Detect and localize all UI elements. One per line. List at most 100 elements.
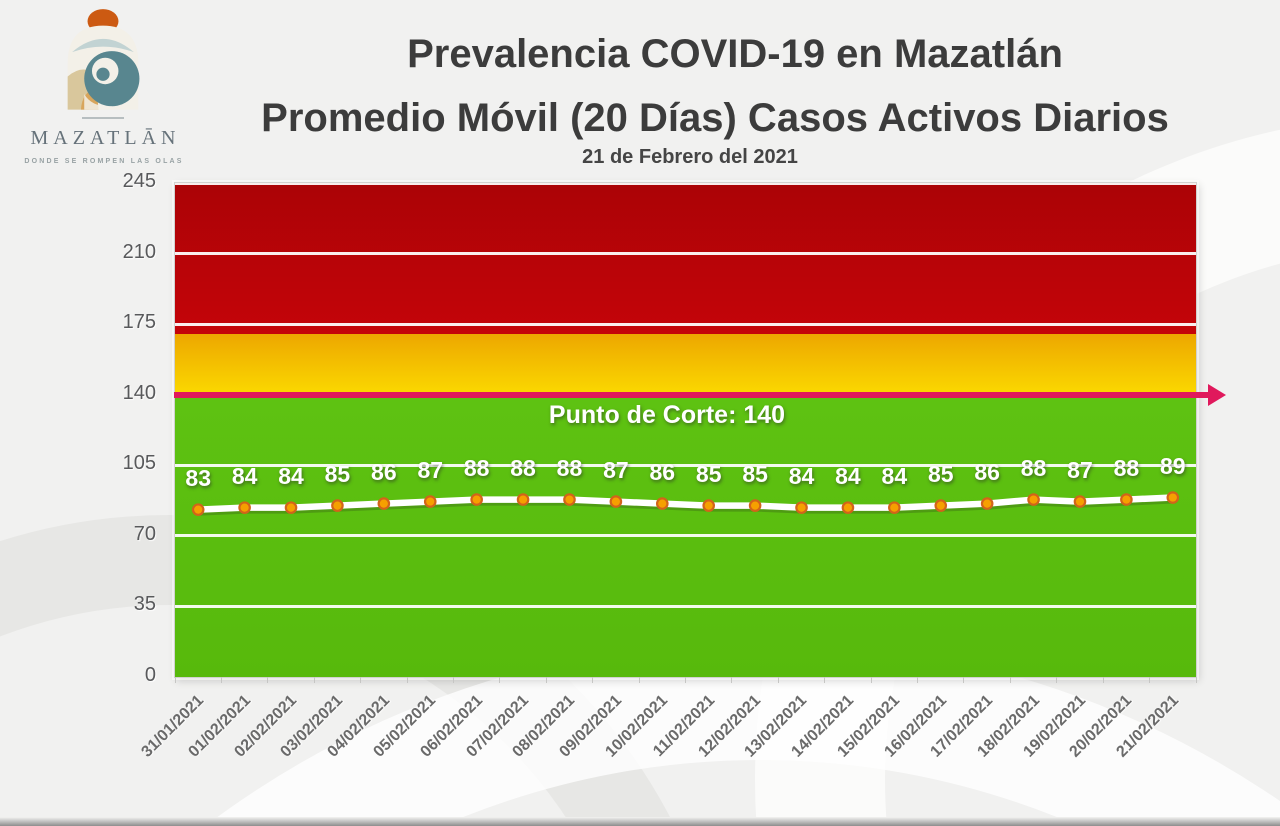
data-point-marker	[655, 497, 669, 510]
data-point-marker	[563, 493, 576, 506]
x-axis-tick	[360, 677, 362, 683]
data-point-marker	[423, 495, 437, 508]
gridline	[175, 534, 1196, 538]
data-point-marker	[1166, 491, 1180, 504]
data-label: 85	[324, 460, 351, 487]
data-label: 84	[788, 462, 815, 489]
x-axis-tick	[1102, 677, 1104, 683]
chart-subtitle: Promedio Móvil (20 Días) Casos Activos D…	[261, 96, 1169, 140]
x-axis-tick	[870, 677, 872, 683]
slide-bottom-edge	[0, 817, 1280, 826]
data-label: 88	[1113, 454, 1140, 481]
x-axis-tick	[824, 677, 826, 683]
x-axis-label: 13/02/2021	[741, 692, 811, 761]
x-axis-tick	[777, 677, 779, 683]
data-label: 88	[1020, 454, 1047, 481]
cutoff-label: Punto de Corte: 140	[548, 401, 786, 429]
data-label: 88	[463, 454, 490, 481]
data-point-marker	[934, 499, 948, 512]
x-axis-label: 18/02/2021	[973, 692, 1043, 761]
gridline	[175, 604, 1196, 608]
y-axis-label: 105	[122, 452, 156, 475]
x-axis-tick	[1009, 677, 1011, 683]
logo-tagline: DONDE SE ROMPEN LAS OLAS	[24, 158, 184, 165]
y-axis-label: 70	[133, 522, 156, 545]
x-axis-label: 10/02/2021	[602, 692, 672, 761]
x-axis-tick	[638, 677, 640, 683]
data-point-marker	[795, 501, 808, 514]
x-axis-label: 01/02/2021	[185, 692, 254, 761]
x-axis-label: 09/02/2021	[556, 692, 625, 761]
x-axis-tick	[267, 677, 269, 683]
x-axis-label: 12/02/2021	[695, 692, 765, 761]
gridline	[175, 463, 1196, 467]
x-axis-tick	[731, 677, 733, 683]
data-point-marker	[516, 493, 530, 506]
x-axis-tick	[406, 677, 408, 683]
data-point-marker	[980, 497, 994, 510]
x-axis-label: 17/02/2021	[927, 692, 997, 761]
x-axis-tick	[1195, 677, 1197, 683]
mazatlan-logo: MAZATLĀN DONDE SE ROMPEN LAS OLAS	[14, 8, 192, 165]
data-label: 87	[1067, 456, 1093, 483]
y-axis-label: 175	[122, 311, 156, 334]
data-label: 85	[742, 460, 768, 487]
data-label: 85	[927, 460, 954, 487]
data-point-marker	[470, 493, 483, 506]
data-label: 84	[231, 462, 258, 489]
data-point-marker	[1027, 493, 1040, 506]
data-label: 88	[510, 454, 536, 481]
gridline	[175, 183, 1196, 185]
gridline	[175, 252, 1196, 256]
x-axis-label: 19/02/2021	[1020, 692, 1090, 761]
x-axis-tick	[1056, 677, 1058, 683]
x-axis-label: 07/02/2021	[463, 692, 533, 761]
data-point-marker	[284, 501, 298, 514]
logo-divider	[82, 117, 124, 119]
data-label: 86	[649, 458, 676, 485]
data-point-marker	[888, 501, 901, 514]
x-axis-label: 11/02/2021	[649, 692, 718, 761]
chart-title: Prevalencia COVID-19 en Mazatlán	[407, 32, 1063, 76]
zone-red	[175, 183, 1196, 335]
x-axis-label: 03/02/2021	[277, 692, 347, 761]
data-point-marker	[331, 499, 344, 512]
chart-date: 21 de Febrero del 2021	[582, 146, 798, 168]
x-axis-tick	[1149, 677, 1151, 683]
x-axis-label: 05/02/2021	[370, 692, 440, 761]
plot-area: 83 84 84 85 86 87 88 88 88 87 86 85 85 84 84 84 85 86 88 87…	[174, 182, 1226, 683]
mazatlan-shell-icon	[67, 9, 140, 110]
x-axis-label: 21/02/2021	[1113, 692, 1182, 761]
x-axis-label: 31/01/2021	[138, 692, 208, 761]
x-axis-label: 16/02/2021	[881, 692, 950, 761]
data-label: 85	[695, 460, 722, 487]
x-axis-tick	[685, 677, 686, 683]
x-axis-label: 14/02/2021	[788, 692, 857, 761]
y-axis-label: 210	[122, 240, 156, 263]
x-axis-tick	[917, 677, 919, 683]
data-label: 83	[185, 464, 211, 491]
data-label: 88	[556, 454, 583, 481]
data-label: 84	[881, 462, 908, 489]
data-point-marker	[748, 499, 762, 512]
data-point-marker	[191, 503, 205, 516]
logo-wordmark: MAZATLĀN	[30, 127, 181, 149]
data-point-marker	[702, 499, 716, 512]
data-point-marker	[1120, 493, 1133, 506]
data-label: 87	[603, 456, 629, 483]
x-axis-tick	[592, 677, 594, 683]
y-axis-label: 35	[133, 593, 156, 616]
data-label: 86	[371, 458, 397, 485]
x-axis-tick	[545, 677, 547, 683]
data-label: 89	[1159, 452, 1186, 479]
y-axis-label: 0	[144, 664, 156, 686]
data-label: 86	[974, 458, 1000, 485]
x-axis-tick	[499, 677, 501, 683]
data-label: 87	[417, 456, 444, 483]
data-point-marker	[841, 501, 855, 514]
cutoff-line	[174, 391, 1209, 398]
gridline	[175, 322, 1196, 326]
data-point-marker	[609, 495, 623, 508]
x-axis-label: 08/02/2021	[509, 692, 579, 761]
data-series-svg	[191, 491, 1180, 516]
